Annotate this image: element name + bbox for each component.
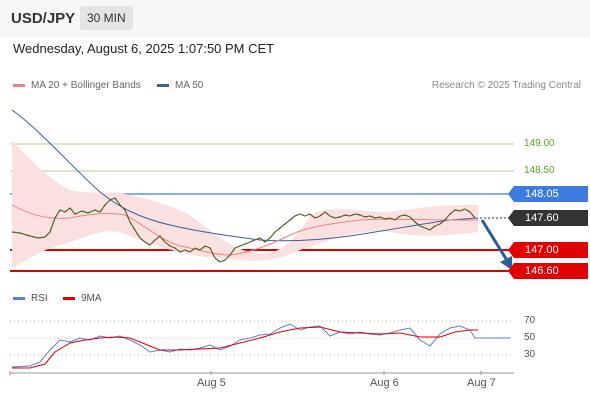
ma50-swatch bbox=[157, 83, 169, 87]
ma20-line bbox=[11, 204, 478, 256]
datetime-label: Wednesday, August 6, 2025 1:07:50 PM CET bbox=[13, 41, 275, 56]
legend-ma50: MA 50 bbox=[157, 80, 203, 91]
ma50-line bbox=[11, 109, 479, 242]
current-price-tag: 147.60 bbox=[508, 210, 588, 226]
resistance-price-tag: 148.05 bbox=[508, 186, 588, 202]
rsi-level-30: 30 bbox=[524, 349, 536, 360]
x-label-aug6: Aug 6 bbox=[370, 377, 399, 389]
forecast-arrow-line bbox=[480, 219, 510, 263]
bollinger-band bbox=[12, 140, 478, 268]
rsi-level-50: 50 bbox=[524, 332, 536, 343]
timeframe-button[interactable]: 30 MIN bbox=[80, 6, 133, 30]
legend-rsi-ma: 9MA bbox=[63, 293, 102, 304]
support-price-tag-1: 147.00 bbox=[508, 242, 588, 258]
symbol-title: USD/JPY bbox=[11, 10, 76, 27]
x-label-aug5: Aug 5 bbox=[197, 377, 226, 389]
support-price-tag-2: 146.60 bbox=[508, 263, 588, 279]
rsi-line bbox=[11, 323, 510, 368]
x-label-aug7: Aug 7 bbox=[467, 377, 496, 389]
level-label-1485: 148.50 bbox=[524, 165, 555, 176]
rsi-level-70: 70 bbox=[524, 315, 536, 326]
rsi-ma-swatch bbox=[63, 296, 75, 300]
rsi-swatch bbox=[13, 296, 25, 300]
ma20-swatch bbox=[13, 83, 25, 87]
legend-rsi: RSI bbox=[13, 293, 48, 304]
price-candles-down bbox=[11, 197, 476, 263]
chart-header: USD/JPY 30 MIN bbox=[0, 0, 590, 37]
rsi-ma-line bbox=[12, 326, 478, 369]
legend-ma20: MA 20 + Bollinger Bands bbox=[13, 80, 141, 91]
level-label-149: 149.00 bbox=[524, 138, 555, 149]
credit-label: Research © 2025 Trading Central bbox=[431, 80, 581, 91]
